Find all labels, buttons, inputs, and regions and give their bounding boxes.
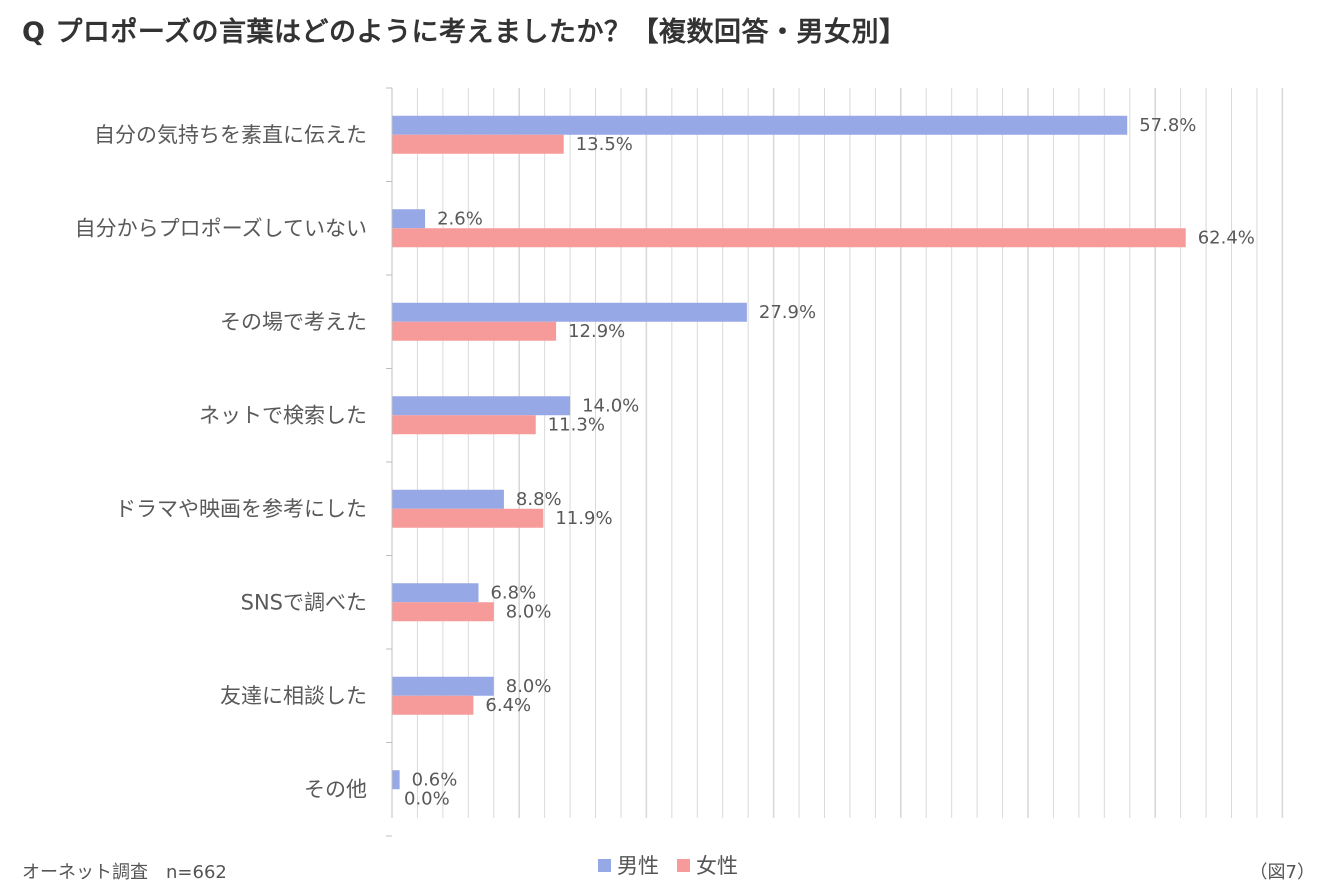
bar-female [392,695,474,715]
data-label-female: 8.0% [506,601,552,622]
category-label: その場で考えた [220,310,367,334]
data-label-female: 11.9% [555,508,612,529]
data-label-female: 11.3% [548,414,605,435]
data-label-female: 13.5% [576,134,633,155]
data-label-male: 0.6% [412,769,458,790]
data-label-male: 6.8% [490,582,536,603]
category-label: ネットで検索した [199,403,367,427]
y-axis [386,87,393,837]
data-label-male: 57.8% [1139,115,1196,136]
category-label: 自分の気持ちを素直に伝えた [94,123,367,147]
bar-male [392,115,1128,135]
bars [392,115,1186,790]
data-labels: 57.8% 13.5% 2.6% 62.4% 27.9% 12.9% 14.0%11.3% 8… [404,115,1255,810]
gridlines [416,88,1284,818]
bar-female [392,134,564,154]
data-label-male: 14.0% [582,395,639,416]
figure-number: （図7） [1249,862,1315,883]
bar-female [392,602,494,622]
data-label-female: 6.4% [485,695,531,716]
bar-male [392,770,400,790]
data-label-male: 8.0% [506,676,552,697]
bar-male [392,209,426,229]
bar-female [392,321,557,341]
bar-male [392,396,571,416]
bar-male [392,676,494,696]
legend-item-male: 男性 [598,850,659,880]
category-label: ドラマや映画を参考にした [115,497,367,521]
bar-female [392,508,544,528]
category-label: 自分からプロポーズしていない [75,216,367,240]
source-note: オーネット調査 n=662 [22,862,227,883]
bar-male [392,489,504,509]
category-label: その他 [304,777,367,801]
chart-title: Q プロポーズの言葉はどのように考えましたか？【複数回答・男女別】 [22,17,907,48]
legend-item-female: 女性 [677,850,738,880]
data-label-male: 8.8% [516,489,562,510]
bar-female [392,415,536,435]
bar-female [392,228,1186,248]
legend-label-female: 女性 [696,854,738,878]
legend-swatch-female [677,858,690,872]
category-label: 友達に相談した [220,684,367,708]
category-label: SNSで調べた [241,590,367,614]
category-labels: 自分の気持ちを素直に伝えた自分からプロポーズしていないその場で考えたネットで検索… [75,123,367,802]
bar-male [392,583,479,603]
legend: 男性 女性 [598,850,756,880]
bar-male [392,302,747,322]
data-label-female: 12.9% [568,321,625,342]
data-label-male: 27.9% [759,302,816,323]
legend-label-male: 男性 [617,854,659,878]
data-label-female: 0.0% [404,788,450,809]
legend-swatch-male [598,858,611,872]
data-label-male: 2.6% [437,208,483,229]
data-label-female: 62.4% [1198,227,1255,248]
